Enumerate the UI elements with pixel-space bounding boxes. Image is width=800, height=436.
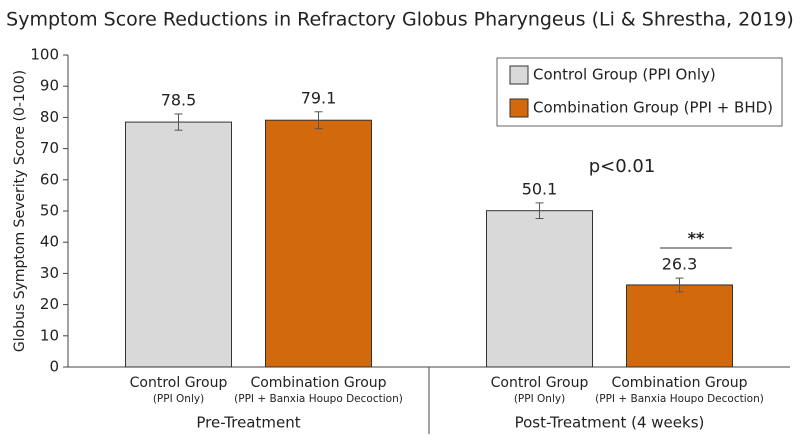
- legend-label: Control Group (PPI Only): [533, 66, 716, 84]
- x-tick-sublabel: (PPI + Banxia Houpo Decoction): [234, 393, 403, 405]
- bar: [125, 121, 232, 368]
- p-value: p<0.01: [589, 156, 656, 177]
- x-tick-label: Control Group: [491, 375, 589, 391]
- y-tick-label: 0: [49, 358, 59, 376]
- significance: **: [688, 229, 705, 248]
- y-tick-label: 40: [40, 233, 59, 251]
- y-tick-label: 90: [40, 77, 59, 95]
- x-tick-sublabel: (PPI + Banxia Houpo Decoction): [595, 393, 764, 405]
- bar: [626, 284, 733, 368]
- y-tick-label: 30: [40, 264, 59, 282]
- legend: [496, 57, 783, 127]
- x-tick-sublabel: (PPI Only): [153, 393, 204, 405]
- y-axis-label: Globus Symptom Severity Score (0-100): [12, 70, 28, 352]
- value-label: 26.3: [662, 255, 698, 274]
- group-label: Post-Treatment (4 weeks): [515, 414, 705, 432]
- y-tick-label: 80: [40, 108, 59, 126]
- x-tick-label: Control Group: [130, 375, 228, 391]
- x-tick-label: Combination Group: [250, 375, 386, 391]
- y-tick-label: 60: [40, 170, 59, 188]
- y-tick-label: 100: [30, 46, 59, 64]
- chart-title: Symptom Score Reductions in Refractory G…: [6, 9, 794, 31]
- legend-swatch: [509, 65, 529, 85]
- value-label: 78.5: [161, 90, 197, 109]
- bar: [265, 119, 372, 368]
- legend-swatch: [509, 98, 529, 118]
- y-tick-label: 50: [40, 202, 59, 220]
- x-tick-label: Combination Group: [611, 375, 747, 391]
- x-tick-sublabel: (PPI Only): [514, 393, 565, 405]
- y-tick-label: 10: [40, 326, 59, 344]
- y-tick-label: 70: [40, 139, 59, 157]
- bar: [486, 210, 593, 368]
- group-label: Pre-Treatment: [196, 414, 300, 432]
- value-label: 79.1: [301, 88, 337, 107]
- y-tick-label: 20: [40, 295, 59, 313]
- legend-label: Combination Group (PPI + BHD): [533, 99, 773, 117]
- value-label: 50.1: [522, 179, 558, 198]
